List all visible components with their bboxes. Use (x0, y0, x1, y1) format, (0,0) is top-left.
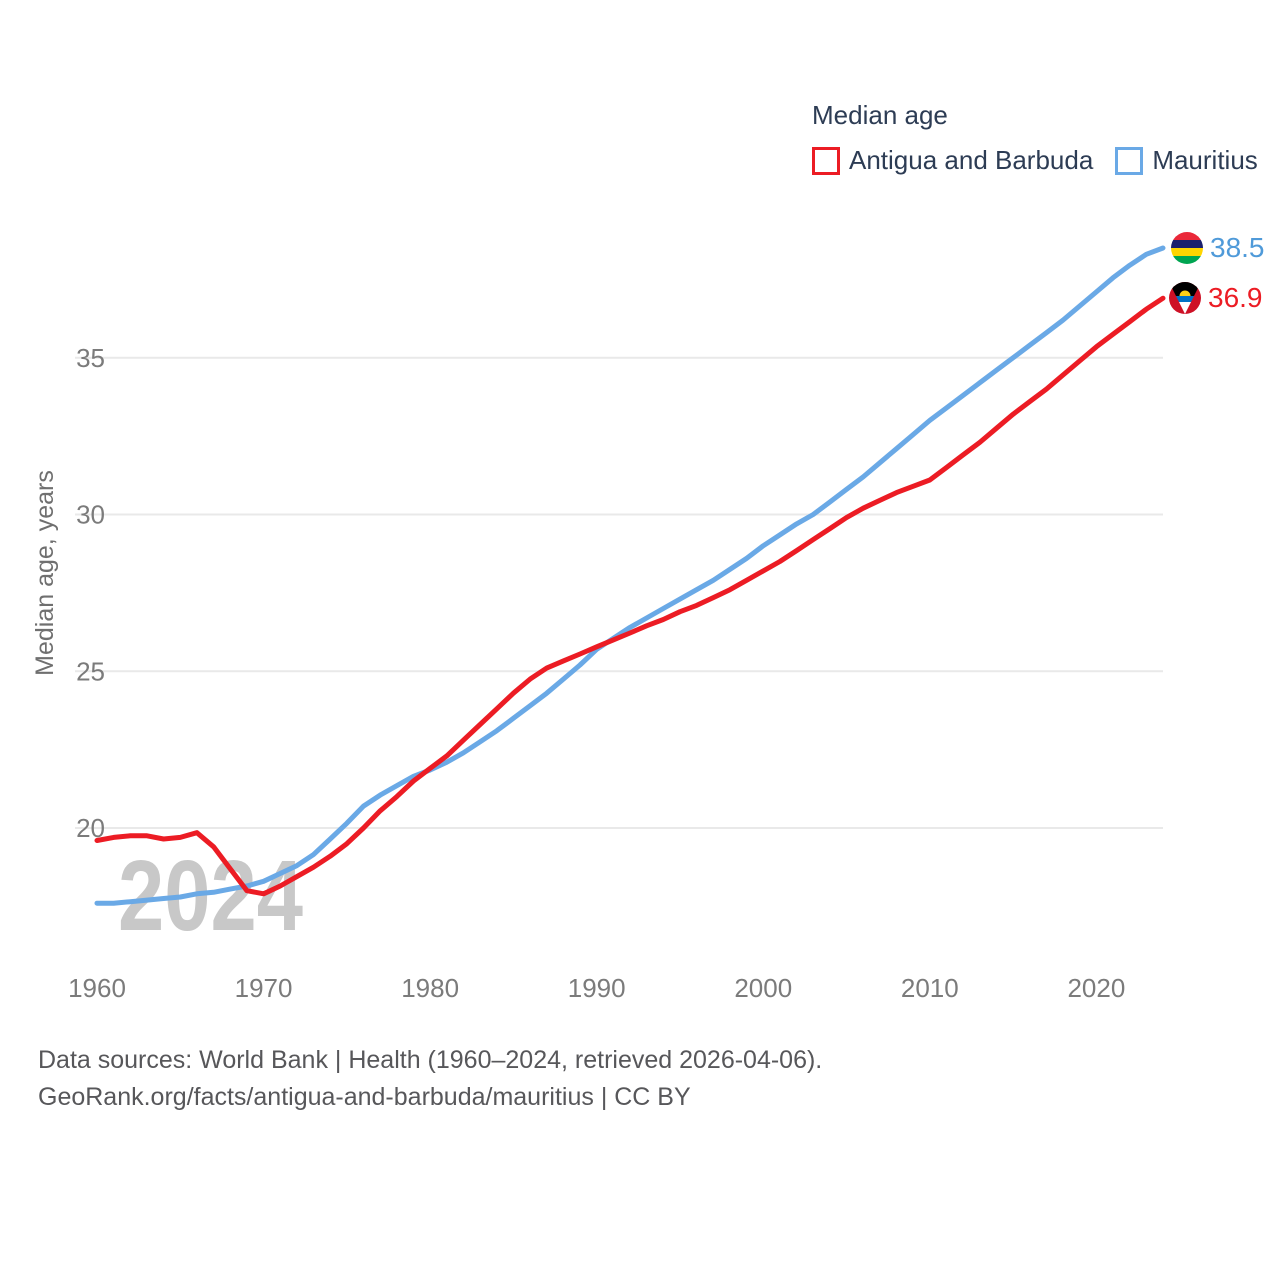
y-axis-title: Median age, years (31, 470, 59, 676)
mauritius-swatch-icon (1115, 146, 1144, 175)
legend-item-antigua-and-barbuda: Antigua and Barbuda (812, 145, 1093, 176)
x-tick-label: 2000 (734, 973, 792, 1003)
x-tick-label: 1980 (401, 973, 459, 1003)
antigua-and-barbuda-swatch-icon (812, 146, 840, 175)
legend-item-mauritius: Mauritius (1115, 145, 1258, 176)
antigua-and-barbuda-end-label: 36.9 (1169, 282, 1263, 314)
chart-legend: Median age Antigua and Barbuda Mauritius (812, 100, 1258, 176)
y-tick-label: 30 (76, 500, 105, 530)
antigua-and-barbuda-end-value: 36.9 (1208, 282, 1263, 313)
x-tick-label: 1960 (68, 973, 126, 1003)
mauritius-end-value: 38.5 (1210, 232, 1265, 263)
mauritius-end-label: 38.5 (1171, 232, 1265, 264)
series-line-antigua-and-barbuda (94, 295, 1166, 897)
x-tick-label: 2010 (901, 973, 959, 1003)
x-tick-label: 2020 (1067, 973, 1125, 1003)
legend-item-label: Antigua and Barbuda (849, 145, 1094, 175)
y-tick-label: 25 (76, 656, 105, 686)
mauritius-flag-icon (1171, 232, 1203, 264)
legend-title: Median age (812, 100, 948, 130)
watermark-year: 2024 (118, 840, 303, 952)
footer-data-sources: Data sources: World Bank | Health (1960–… (38, 1046, 823, 1074)
x-tick-label: 1990 (568, 973, 626, 1003)
antigua-and-barbuda-flag-icon (1169, 282, 1201, 314)
footer-attribution: GeoRank.org/facts/antigua-and-barbuda/ma… (38, 1083, 691, 1111)
x-tick-label: 1970 (235, 973, 293, 1003)
legend-items: Antigua and Barbuda Mauritius (812, 145, 1258, 176)
legend-item-label: Mauritius (1152, 145, 1258, 175)
y-tick-label: 35 (76, 343, 105, 373)
series-line-mauritius (94, 245, 1166, 906)
